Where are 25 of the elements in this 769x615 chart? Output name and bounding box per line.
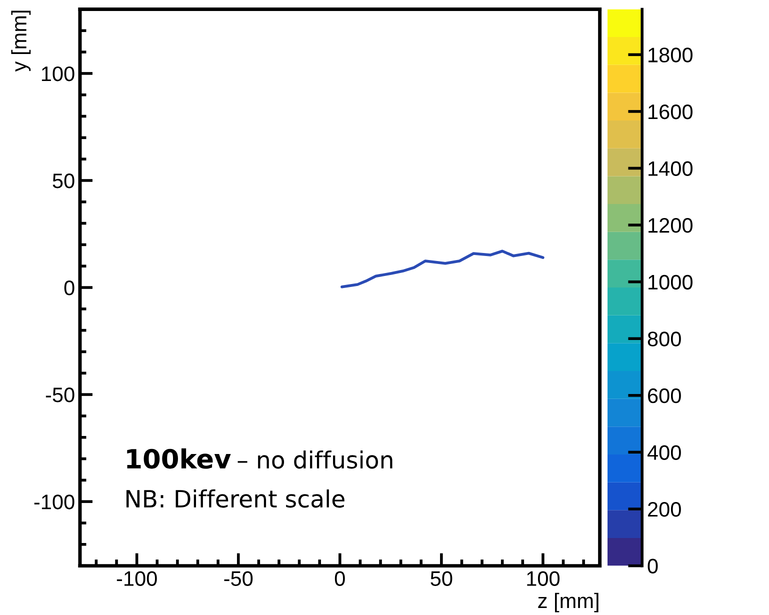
x-axis-title: z [mm] bbox=[538, 592, 598, 612]
x-tick-label: 50 bbox=[430, 571, 452, 586]
color-bar-label: 1600 bbox=[648, 104, 693, 120]
y-tick-label: 0 bbox=[64, 280, 74, 296]
x-tick-label: -50 bbox=[224, 571, 253, 586]
color-bar-label: 1200 bbox=[648, 218, 693, 233]
x-tick-label: -100 bbox=[116, 571, 157, 586]
color-bar-label: 800 bbox=[648, 332, 681, 346]
annotation: NB: Different scale bbox=[126, 489, 344, 508]
y-tick-label: 100 bbox=[42, 66, 74, 82]
color-bar-label: 1800 bbox=[648, 48, 693, 62]
x-tick-label: 100 bbox=[527, 571, 560, 586]
y-tick-label: 50 bbox=[52, 173, 74, 188]
color-bar-label: 0 bbox=[648, 558, 658, 574]
color-bar-label: 1400 bbox=[648, 161, 693, 176]
color-bar-label: 400 bbox=[647, 445, 681, 460]
color-bar-label: 600 bbox=[648, 388, 681, 404]
annotation: 100kev – no diffusion bbox=[127, 448, 392, 469]
y-axis-title: y [mm] bbox=[11, 10, 31, 72]
line-series bbox=[340, 250, 544, 288]
x-tick-label: 0 bbox=[334, 571, 345, 586]
color-bar-label: 200 bbox=[648, 502, 681, 517]
y-tick-label: -50 bbox=[46, 388, 74, 402]
color-bar-label: 1000 bbox=[648, 274, 693, 290]
y-tick-label: -100 bbox=[34, 494, 74, 510]
